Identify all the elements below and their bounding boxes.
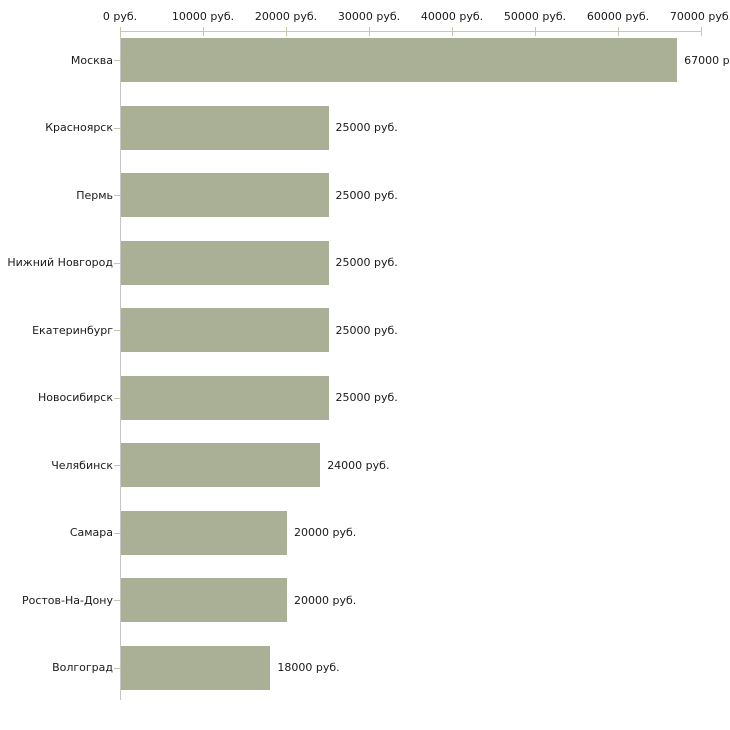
category-label: Нижний Новгород [7,256,113,269]
category-label: Екатеринбург [32,323,113,337]
category-tick-mark [114,127,121,129]
x-axis-tick-mark [120,27,121,36]
value-label: 25000 руб. [335,323,398,337]
category-tick-mark [114,600,121,601]
x-axis-tick-label: 40000 руб. [420,10,484,23]
x-axis-tick-label: 30000 руб. [337,10,401,23]
value-label: 25000 руб. [335,121,398,134]
category-label: Челябинск [51,458,113,472]
value-label: 18000 руб. [277,661,340,674]
bar [121,443,321,487]
bar [121,510,287,555]
category-label: Пермь [76,188,113,202]
category-tick-mark [114,397,121,399]
category-tick-mark [114,667,121,669]
value-label: 20000 руб. [294,593,357,607]
bar [121,105,329,150]
bar [121,645,271,690]
bar [121,173,329,217]
x-axis-tick-mark [452,27,453,36]
x-axis-tick-mark [701,27,702,36]
x-axis-line [120,31,702,32]
y-axis-line [120,31,121,700]
value-label: 25000 руб. [335,391,398,404]
x-axis-tick-label: 60000 руб. [586,10,650,23]
category-label: Волгоград [52,661,113,674]
category-label: Самара [69,526,113,539]
category-label: Москва [70,53,113,67]
category-tick-mark [114,532,121,534]
bar [121,38,678,82]
x-axis-tick-label: 0 руб. [102,10,138,23]
bar [121,578,287,622]
x-axis-tick-mark [618,27,619,36]
value-label: 67000 руб. [684,53,730,67]
x-axis-tick-mark [203,27,204,36]
bar [121,240,329,285]
category-tick-mark [114,330,121,331]
category-tick-mark [114,262,121,264]
x-axis-tick-label: 20000 руб. [254,10,318,23]
value-label: 24000 руб. [327,458,390,472]
category-tick-mark [114,465,121,466]
x-axis-tick-label: 70000 руб. [669,10,730,23]
x-axis-tick-label: 10000 руб. [171,10,235,23]
value-label: 25000 руб. [335,256,398,269]
category-label: Красноярск [45,121,113,134]
category-label: Ростов-На-Дону [21,593,113,607]
category-label: Новосибирск [37,391,113,404]
category-tick-mark [114,195,121,196]
x-axis-tick-label: 50000 руб. [503,10,567,23]
value-label: 25000 руб. [335,188,398,202]
value-label: 20000 руб. [294,526,357,539]
x-axis-tick-mark [369,27,370,36]
bar [121,308,329,352]
category-tick-mark [114,60,121,61]
x-axis-tick-mark [286,27,287,36]
x-axis-tick-mark [535,27,536,36]
bar [121,375,329,420]
